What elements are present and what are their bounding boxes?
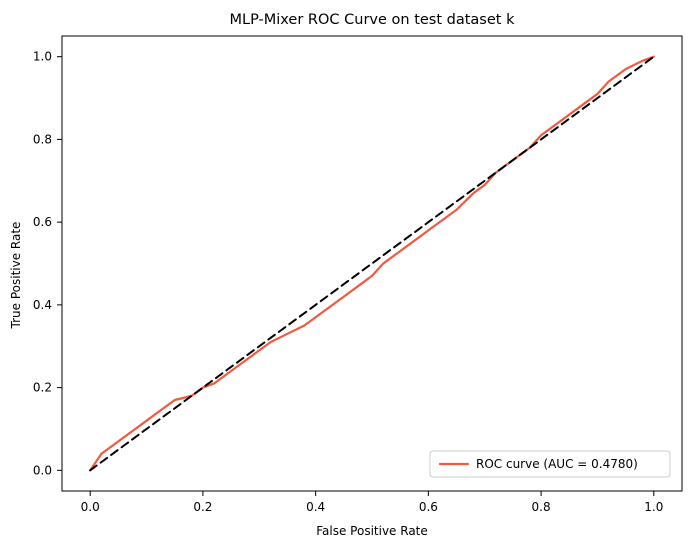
- x-tick-label-1: 0.2: [193, 500, 212, 514]
- x-axis-label: False Positive Rate: [316, 524, 428, 538]
- y-tick-label-3: 0.6: [33, 215, 52, 229]
- series-0-line: [89, 55, 655, 472]
- y-axis-label: True Positive Rate: [9, 222, 23, 330]
- plot-area: 0.0 0.2 0.4 0.6 0.8 1.0 0.0 0.2 0.4 0.6 0.8 1.0: [33, 35, 683, 514]
- y-tick-label-5: 1.0: [33, 50, 52, 64]
- x-tick-label-4: 0.8: [532, 500, 551, 514]
- y-tick-label-1: 0.2: [33, 381, 52, 395]
- legend-box: [429, 450, 671, 478]
- legend-label-roc: ROC curve (AUC = 0.4780): [476, 457, 638, 471]
- legend: ROC curve (AUC = 0.4780): [429, 450, 671, 478]
- y-tick-label-4: 0.8: [33, 132, 52, 146]
- x-tick-label-2: 0.4: [306, 500, 325, 514]
- series-1-line: [89, 55, 655, 472]
- plot-frame: [61, 35, 683, 492]
- x-tick-label-3: 0.6: [419, 500, 438, 514]
- x-tick-label-5: 1.0: [644, 500, 663, 514]
- y-tick-label-0: 0.0: [33, 463, 52, 477]
- x-tick-label-0: 0.0: [81, 500, 100, 514]
- y-tick-label-2: 0.4: [33, 298, 52, 312]
- chart-title: MLP-Mixer ROC Curve on test dataset k: [230, 12, 516, 28]
